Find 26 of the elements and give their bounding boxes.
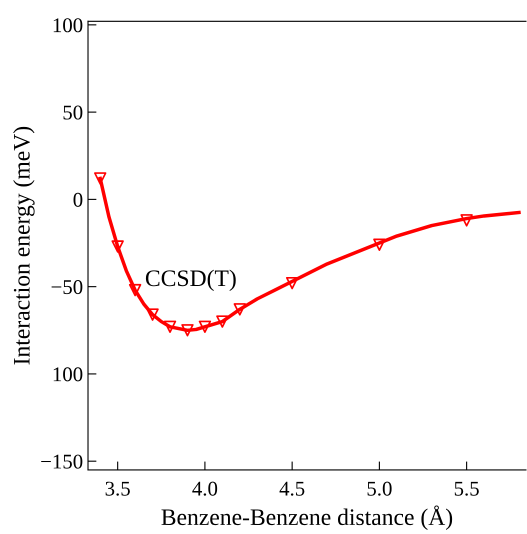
point <box>286 276 298 290</box>
y-tick-label: −150 <box>41 454 82 469</box>
point <box>373 238 386 251</box>
x-tick-label: 5.5 <box>454 482 479 496</box>
x-axis-title: Benzene-Benzene distance (Å) <box>161 505 452 530</box>
annotation: CCSD(T) <box>146 270 236 292</box>
point <box>128 284 142 296</box>
y-tick-label: −50 <box>52 280 82 294</box>
y-tick-label: 0 <box>74 192 82 207</box>
x-tick-label: 5.0 <box>368 482 392 496</box>
point <box>234 303 246 316</box>
point <box>146 308 159 321</box>
point <box>460 214 473 227</box>
x-tick-label: 4.0 <box>192 482 218 496</box>
point <box>181 324 194 337</box>
point <box>94 172 106 185</box>
y-axis-title: Interaction energy (meV) <box>13 126 35 365</box>
y-tick-label: 50 <box>64 105 82 120</box>
point <box>111 240 124 253</box>
point <box>216 315 229 328</box>
point <box>164 320 176 334</box>
x-tick-label: 4.5 <box>280 482 304 496</box>
y-tick-label: 100 <box>54 18 82 32</box>
point <box>198 320 212 334</box>
x-tick-label: 3.5 <box>106 482 130 496</box>
y-tick-label: 100 <box>54 367 82 382</box>
